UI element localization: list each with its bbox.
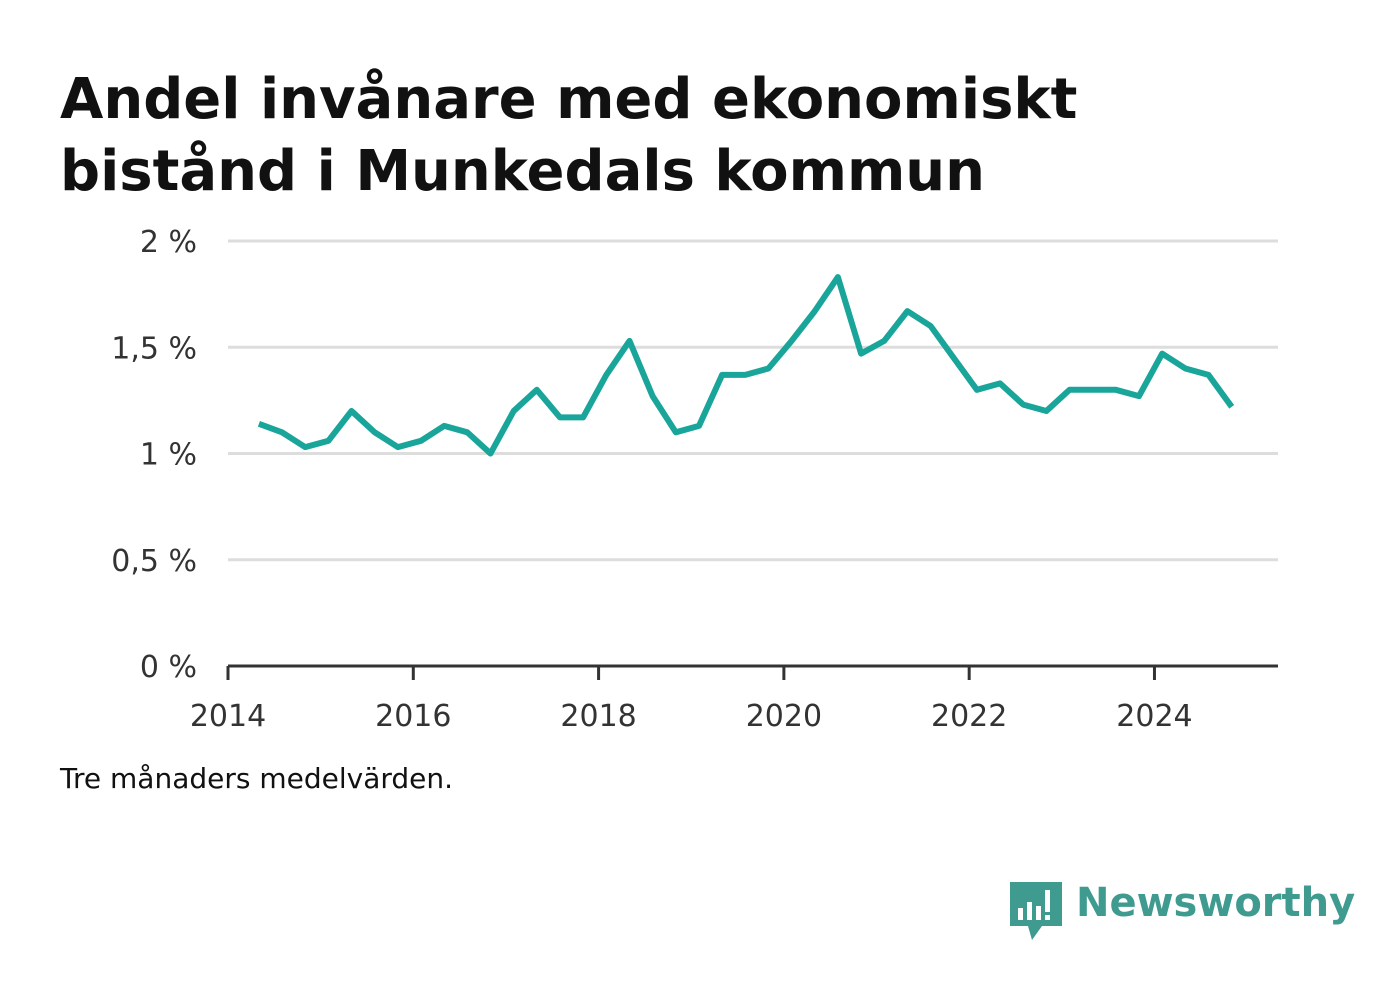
data-point — [603, 372, 609, 378]
data-point — [534, 387, 540, 393]
data-point — [765, 366, 771, 372]
series-line — [257, 274, 1235, 457]
data-point — [858, 351, 864, 357]
chart-title: Andel invånare med ekonomiskt bistånd i … — [60, 64, 1260, 208]
data-point — [349, 408, 355, 414]
data-point — [1229, 404, 1235, 410]
data-point — [1159, 351, 1165, 357]
data-point — [835, 274, 841, 280]
data-point — [580, 414, 586, 420]
data-point — [951, 355, 957, 361]
data-point — [557, 414, 563, 420]
brand-name: Newsworthy — [1076, 880, 1356, 926]
data-point — [302, 444, 308, 450]
data-point — [256, 421, 262, 427]
x-tick-label: 2024 — [1116, 699, 1192, 734]
data-point — [742, 372, 748, 378]
x-tick-label: 2020 — [746, 699, 822, 734]
data-point — [395, 444, 401, 450]
data-point — [974, 387, 980, 393]
data-point — [1206, 372, 1212, 378]
data-point — [904, 308, 910, 314]
data-point — [1020, 402, 1026, 408]
brand-logo[interactable]: Newsworthy — [1010, 880, 1355, 944]
data-point — [441, 423, 447, 429]
y-tick-label: 2 % — [140, 225, 197, 260]
data-point — [488, 451, 494, 457]
x-axis-ticks: 2014 2016 2018 2020 2022 2024 — [190, 666, 1193, 734]
series-layer — [256, 274, 1235, 457]
data-point — [418, 438, 424, 444]
x-tick-label: 2016 — [375, 699, 451, 734]
y-tick-label: 1,5 % — [111, 331, 197, 366]
data-point — [511, 408, 517, 414]
data-point — [997, 380, 1003, 386]
data-point — [650, 393, 656, 399]
newsworthy-logo-icon — [1010, 882, 1062, 940]
data-point — [1136, 393, 1142, 399]
data-point — [881, 338, 887, 344]
data-point — [673, 429, 679, 435]
data-point — [627, 338, 633, 344]
x-tick-label: 2014 — [190, 699, 266, 734]
data-point — [372, 429, 378, 435]
y-tick-label: 0,5 % — [111, 544, 197, 579]
data-point — [1043, 408, 1049, 414]
data-point — [1067, 387, 1073, 393]
data-point — [325, 438, 331, 444]
data-point — [812, 308, 818, 314]
data-point — [719, 372, 725, 378]
data-point — [279, 429, 285, 435]
data-point — [928, 323, 934, 329]
data-point — [1182, 366, 1188, 372]
chart-note: Tre månaders medelvärden. — [60, 762, 454, 795]
data-point — [464, 429, 470, 435]
data-point — [789, 338, 795, 344]
y-axis-ticks: 0 % 0,5 % 1 % 1,5 % 2 % — [111, 225, 197, 685]
chart-title-line-1: Andel invånare med ekonomiskt — [60, 67, 1078, 132]
data-point — [696, 423, 702, 429]
gridlines — [228, 239, 1278, 562]
x-tick-label: 2022 — [931, 699, 1007, 734]
x-tick-label: 2018 — [560, 699, 636, 734]
y-tick-label: 1 % — [140, 438, 197, 473]
chart-title-line-2: bistånd i Munkedals kommun — [60, 139, 986, 204]
data-point — [1090, 387, 1096, 393]
data-point — [1113, 387, 1119, 393]
y-tick-label: 0 % — [140, 650, 197, 685]
